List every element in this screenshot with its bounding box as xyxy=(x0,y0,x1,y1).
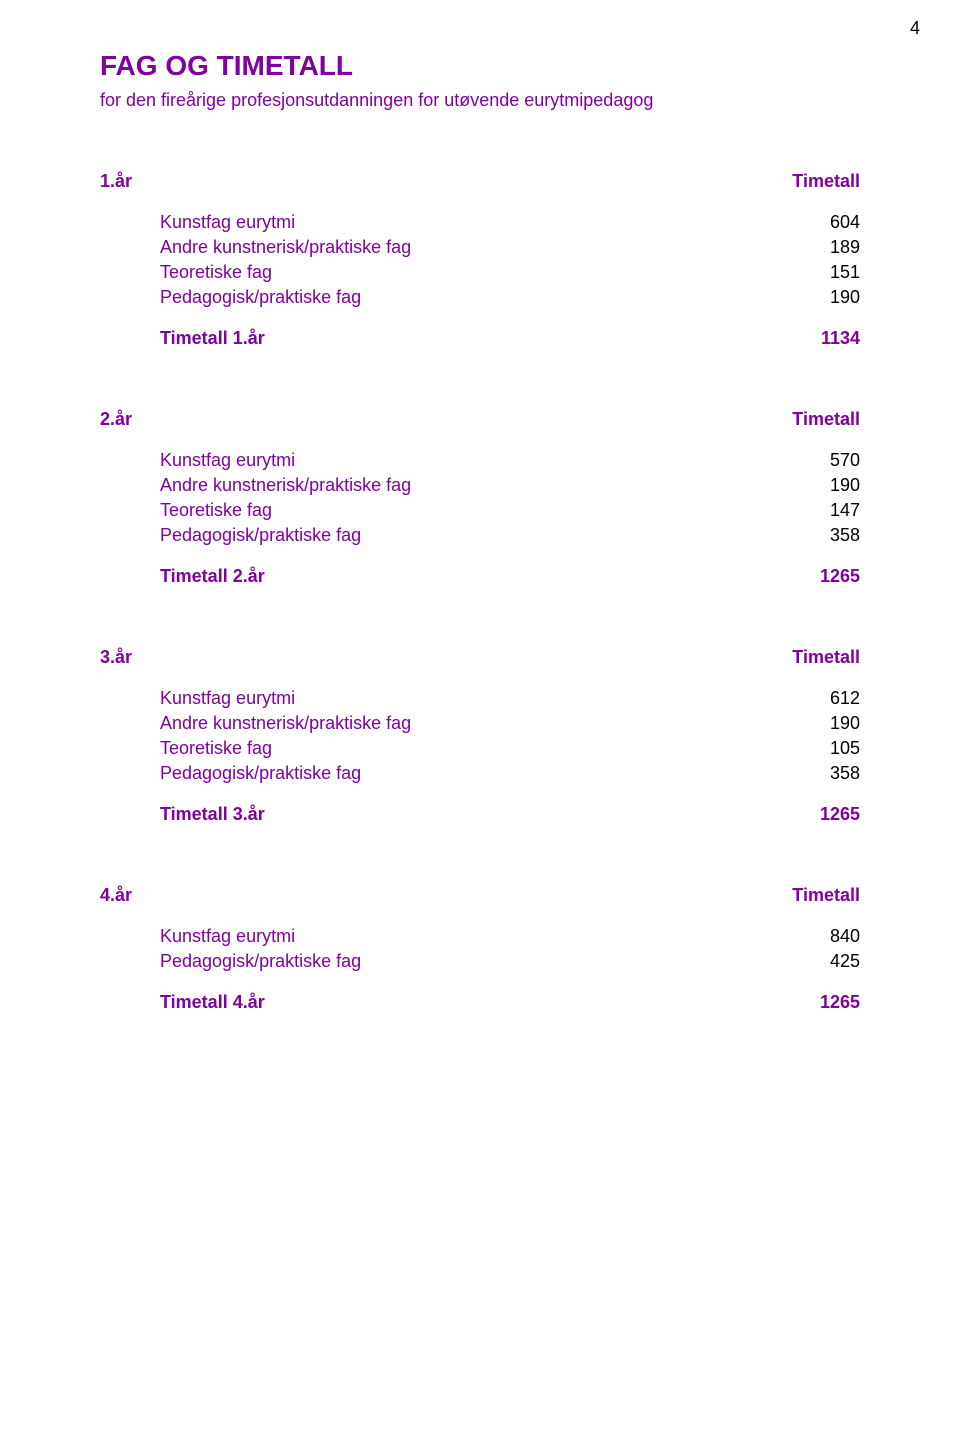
item-value: 840 xyxy=(830,926,860,947)
item-label: Kunstfag eurytmi xyxy=(100,688,295,709)
year-section-4: 4.år Timetall Kunstfag eurytmi 840 Pedag… xyxy=(100,885,860,1013)
table-row: Kunstfag eurytmi 604 xyxy=(100,212,860,233)
item-value: 425 xyxy=(830,951,860,972)
table-row: Teoretiske fag 151 xyxy=(100,262,860,283)
page-subtitle: for den fireårige profesjonsutdanningen … xyxy=(100,90,860,111)
total-value: 1265 xyxy=(820,804,860,825)
items-block: Kunstfag eurytmi 604 Andre kunstnerisk/p… xyxy=(100,212,860,308)
item-value: 147 xyxy=(830,500,860,521)
item-label: Kunstfag eurytmi xyxy=(100,450,295,471)
table-row: Andre kunstnerisk/praktiske fag 190 xyxy=(100,475,860,496)
year-section-2: 2.år Timetall Kunstfag eurytmi 570 Andre… xyxy=(100,409,860,587)
table-row: Andre kunstnerisk/praktiske fag 189 xyxy=(100,237,860,258)
year-col-header: Timetall xyxy=(792,171,860,192)
year-header: 4.år Timetall xyxy=(100,885,860,906)
item-label: Andre kunstnerisk/praktiske fag xyxy=(100,713,411,734)
item-value: 190 xyxy=(830,475,860,496)
year-label: 1.år xyxy=(100,171,132,192)
year-col-header: Timetall xyxy=(792,885,860,906)
item-label: Teoretiske fag xyxy=(100,262,272,283)
table-row: Pedagogisk/praktiske fag 425 xyxy=(100,951,860,972)
item-label: Pedagogisk/praktiske fag xyxy=(100,287,361,308)
total-label: Timetall 2.år xyxy=(100,566,265,587)
table-row: Pedagogisk/praktiske fag 358 xyxy=(100,525,860,546)
total-label: Timetall 4.år xyxy=(100,992,265,1013)
table-row: Pedagogisk/praktiske fag 358 xyxy=(100,763,860,784)
year-header: 1.år Timetall xyxy=(100,171,860,192)
item-label: Teoretiske fag xyxy=(100,500,272,521)
page-title: FAG OG TIMETALL xyxy=(100,50,860,82)
items-block: Kunstfag eurytmi 840 Pedagogisk/praktisk… xyxy=(100,926,860,972)
item-value: 358 xyxy=(830,525,860,546)
items-block: Kunstfag eurytmi 612 Andre kunstnerisk/p… xyxy=(100,688,860,784)
total-row: Timetall 2.år 1265 xyxy=(100,566,860,587)
total-value: 1265 xyxy=(820,566,860,587)
total-row: Timetall 3.år 1265 xyxy=(100,804,860,825)
item-label: Pedagogisk/praktiske fag xyxy=(100,525,361,546)
items-block: Kunstfag eurytmi 570 Andre kunstnerisk/p… xyxy=(100,450,860,546)
year-label: 4.år xyxy=(100,885,132,906)
document-page: 4 FAG OG TIMETALL for den fireårige prof… xyxy=(0,0,960,1442)
year-section-3: 3.år Timetall Kunstfag eurytmi 612 Andre… xyxy=(100,647,860,825)
item-value: 612 xyxy=(830,688,860,709)
total-value: 1134 xyxy=(821,328,860,349)
year-label: 2.år xyxy=(100,409,132,430)
table-row: Kunstfag eurytmi 612 xyxy=(100,688,860,709)
year-header: 2.år Timetall xyxy=(100,409,860,430)
year-header: 3.år Timetall xyxy=(100,647,860,668)
item-value: 358 xyxy=(830,763,860,784)
year-label: 3.år xyxy=(100,647,132,668)
table-row: Teoretiske fag 147 xyxy=(100,500,860,521)
table-row: Kunstfag eurytmi 570 xyxy=(100,450,860,471)
table-row: Pedagogisk/praktiske fag 190 xyxy=(100,287,860,308)
year-section-1: 1.år Timetall Kunstfag eurytmi 604 Andre… xyxy=(100,171,860,349)
item-label: Andre kunstnerisk/praktiske fag xyxy=(100,475,411,496)
year-col-header: Timetall xyxy=(792,647,860,668)
item-label: Pedagogisk/praktiske fag xyxy=(100,763,361,784)
item-label: Teoretiske fag xyxy=(100,738,272,759)
table-row: Kunstfag eurytmi 840 xyxy=(100,926,860,947)
item-value: 189 xyxy=(830,237,860,258)
item-label: Andre kunstnerisk/praktiske fag xyxy=(100,237,411,258)
item-value: 570 xyxy=(830,450,860,471)
item-label: Pedagogisk/praktiske fag xyxy=(100,951,361,972)
item-value: 190 xyxy=(830,287,860,308)
total-label: Timetall 1.år xyxy=(100,328,265,349)
table-row: Andre kunstnerisk/praktiske fag 190 xyxy=(100,713,860,734)
year-col-header: Timetall xyxy=(792,409,860,430)
total-row: Timetall 4.år 1265 xyxy=(100,992,860,1013)
total-row: Timetall 1.år 1134 xyxy=(100,328,860,349)
item-value: 604 xyxy=(830,212,860,233)
item-value: 190 xyxy=(830,713,860,734)
table-row: Teoretiske fag 105 xyxy=(100,738,860,759)
page-number: 4 xyxy=(910,18,920,39)
total-value: 1265 xyxy=(820,992,860,1013)
item-label: Kunstfag eurytmi xyxy=(100,212,295,233)
item-value: 151 xyxy=(830,262,860,283)
total-label: Timetall 3.år xyxy=(100,804,265,825)
item-value: 105 xyxy=(830,738,860,759)
item-label: Kunstfag eurytmi xyxy=(100,926,295,947)
